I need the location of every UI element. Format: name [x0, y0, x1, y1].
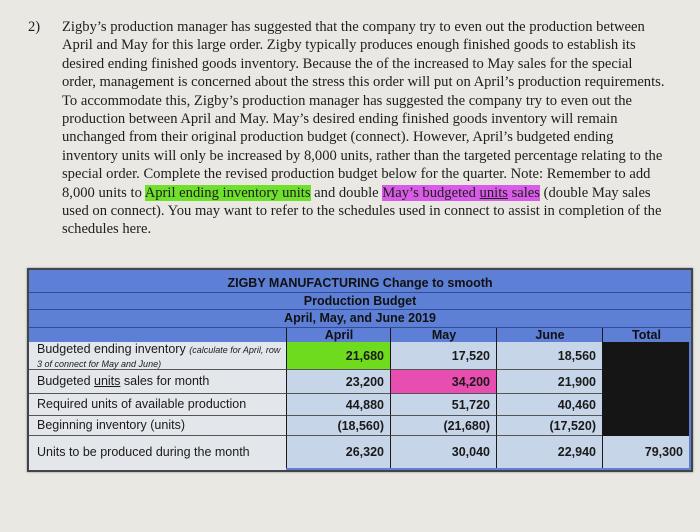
cell-may-ending-inventory[interactable]: 17,520 — [390, 342, 496, 370]
col-header-june: June — [496, 328, 603, 342]
row-label-beginning-inventory: Beginning inventory (units) — [29, 416, 286, 436]
cell-april-ending-inventory[interactable]: 21,680 — [286, 342, 390, 370]
cell-june-produced[interactable]: 22,940 — [496, 436, 602, 468]
question-text: Zigby’s production manager has suggested… — [62, 19, 665, 238]
total-blocked-cells — [602, 342, 689, 436]
budget-grid: April May June Total Budgeted ending inv… — [29, 328, 691, 470]
question-number: 2) — [28, 19, 41, 35]
col-header-may: May — [390, 328, 497, 342]
cell-may-sales[interactable]: 34,200 — [390, 370, 496, 394]
row-label-required-units: Required units of available production — [29, 394, 286, 416]
cell-may-beginning[interactable]: (21,680) — [390, 416, 496, 436]
col-header-total: Total — [602, 328, 690, 342]
cell-may-produced[interactable]: 30,040 — [390, 436, 496, 468]
cell-june-ending-inventory[interactable]: 18,560 — [496, 342, 602, 370]
cell-april-sales[interactable]: 23,200 — [286, 370, 390, 394]
cell-april-required[interactable]: 44,880 — [286, 394, 390, 416]
row-label-units-produced: Units to be produced during the month — [37, 445, 250, 459]
table-period: April, May, and June 2019 — [29, 310, 691, 328]
highlight-may-budgeted-sales: May’s budgeted units sales — [382, 184, 540, 201]
production-budget-table: ZIGBY MANUFACTURING Change to smooth Pro… — [27, 268, 693, 472]
cell-june-required[interactable]: 40,460 — [496, 394, 602, 416]
question-2: 2) Zigby’s production manager has sugges… — [28, 18, 668, 239]
highlight-april-ending-inventory: April ending inventory units — [144, 184, 311, 201]
row-labels: Budgeted ending inventory (calculate for… — [29, 342, 286, 470]
row-label-budgeted-sales: Budgeted units sales for month — [29, 370, 286, 394]
cell-may-required[interactable]: 51,720 — [390, 394, 496, 416]
row-label-ending-inventory: Budgeted ending inventory (calculate for… — [29, 342, 286, 370]
cell-june-sales[interactable]: 21,900 — [496, 370, 602, 394]
cell-april-produced[interactable]: 26,320 — [286, 436, 390, 468]
cell-june-beginning[interactable]: (17,520) — [496, 416, 602, 436]
cell-april-beginning[interactable]: (18,560) — [286, 416, 390, 436]
table-title: ZIGBY MANUFACTURING Change to smooth — [29, 274, 691, 293]
cell-total-produced[interactable]: 79,300 — [602, 436, 689, 468]
col-header-april: April — [286, 328, 391, 342]
table-subtitle: Production Budget — [29, 293, 691, 310]
